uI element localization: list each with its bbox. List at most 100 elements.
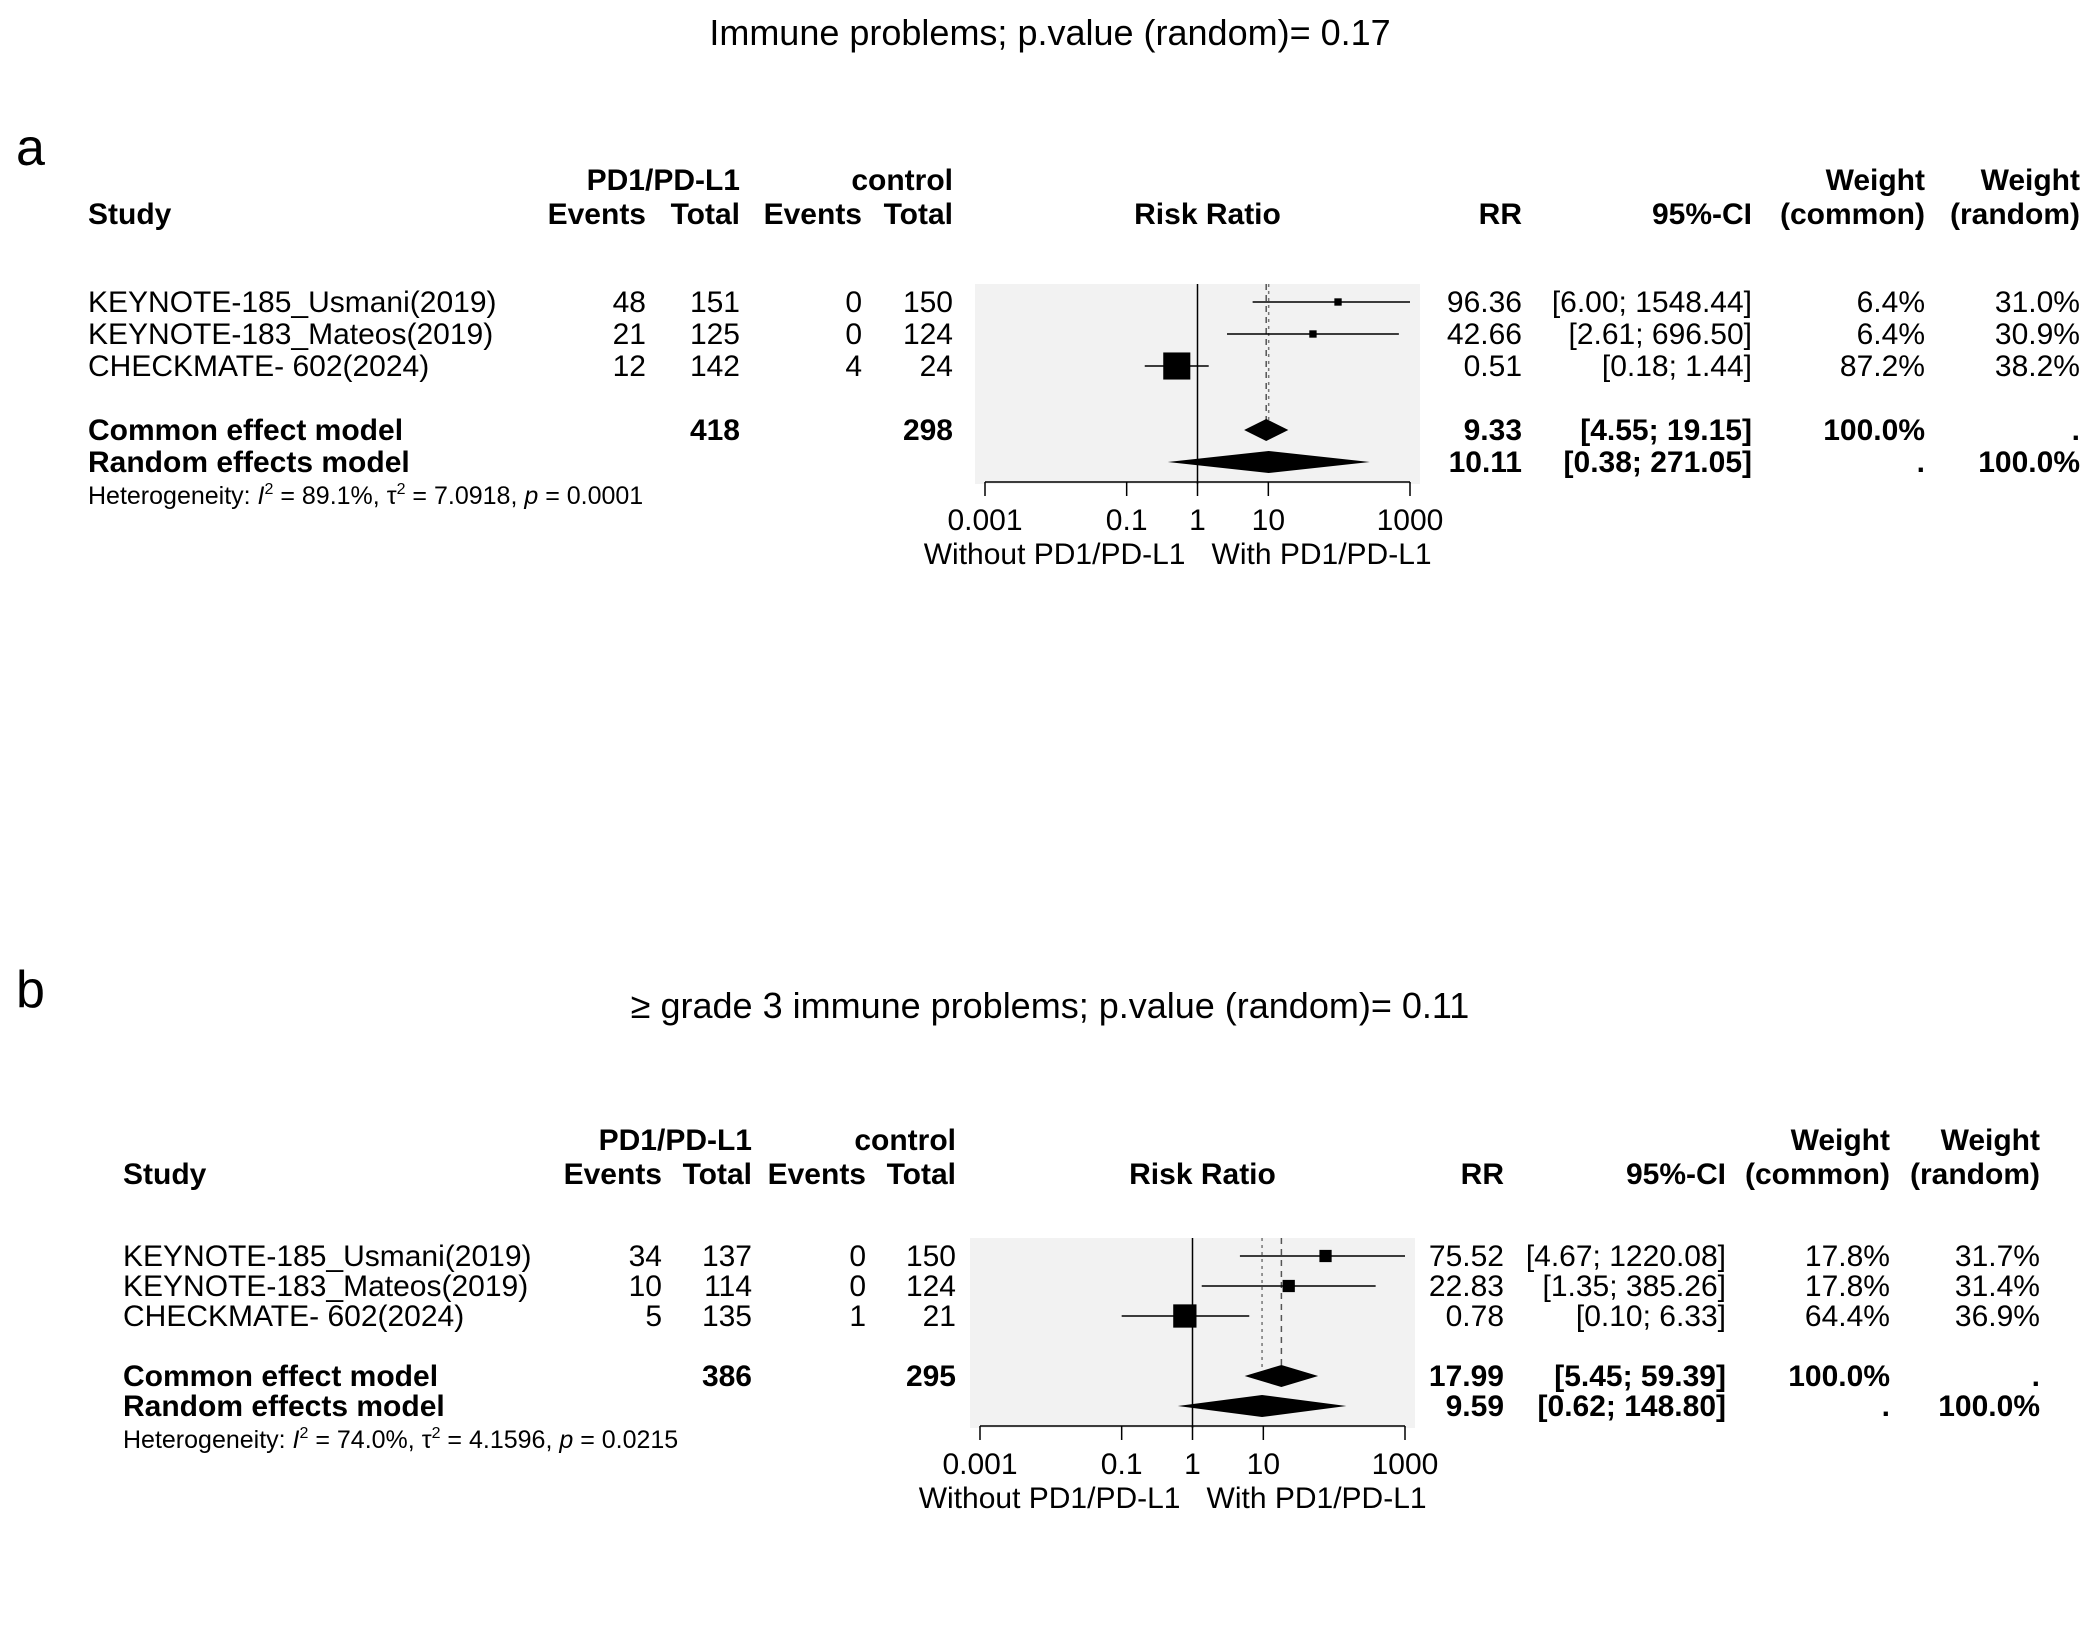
chart-title-b: ≥ grade 3 immune problems; p.value (rand… (630, 985, 1470, 1026)
x-tick-label: 10 (1247, 1448, 1280, 1481)
common-weight-common: 100.0% (1788, 1360, 1890, 1393)
events-treatment: 5 (645, 1300, 662, 1333)
header-weight-common: Weight (1826, 164, 1925, 197)
p-symbol: p (558, 1426, 573, 1454)
rr-value: 42.66 (1447, 318, 1522, 351)
i2-value: = 74.0%, (308, 1426, 421, 1454)
header-ci: 95%-CI (1652, 198, 1752, 231)
weight-common: 6.4% (1857, 318, 1925, 351)
ci-value: [1.35; 385.26] (1543, 1270, 1727, 1303)
x-tick-label: 10 (1252, 504, 1285, 537)
weight-common: 17.8% (1805, 1240, 1890, 1273)
events-control: 0 (845, 318, 862, 351)
panel-letter-a: a (16, 119, 45, 177)
header-events-treatment: Events (548, 198, 646, 231)
total-control: 150 (903, 286, 953, 319)
header-weight-random: Weight (1981, 164, 2080, 197)
header-treatment: PD1/PD-L1 (587, 164, 740, 197)
header-total-control: Total (884, 198, 953, 231)
x-tick-label: 0.001 (947, 504, 1022, 537)
total-treatment: 142 (690, 350, 740, 383)
common-weight-random: . (2032, 1360, 2040, 1393)
i2-symbol: I (258, 482, 265, 510)
tau-value: = 4.1596, (440, 1426, 559, 1454)
common-weight-common: 100.0% (1823, 414, 1925, 447)
header-rr: RR (1479, 198, 1523, 231)
events-control: 1 (849, 1300, 866, 1333)
weight-random: 31.4% (1955, 1270, 2040, 1303)
chart-title-a: Immune problems; p.value (random)= 0.17 (709, 12, 1391, 53)
x-tick-label: 0.001 (942, 1448, 1017, 1481)
header-study: Study (123, 1158, 207, 1191)
events-treatment: 34 (629, 1240, 662, 1273)
total-treatment: 151 (690, 286, 740, 319)
superscript: 2 (265, 481, 274, 498)
random-diamond (1167, 451, 1370, 473)
random-model-label: Random effects model (123, 1390, 445, 1423)
superscript: 2 (300, 1425, 309, 1442)
i2-value: = 89.1%, (273, 482, 386, 510)
x-tick-label: 1000 (1377, 504, 1444, 537)
common-model-label: Common effect model (88, 414, 403, 447)
weight-common: 64.4% (1805, 1300, 1890, 1333)
random-rr: 10.11 (1449, 446, 1522, 479)
axis-label-right: With PD1/PD-L1 (1212, 538, 1432, 571)
total-treatment: 125 (690, 318, 740, 351)
p-symbol: p (523, 482, 538, 510)
p-value: = 0.0215 (573, 1426, 678, 1454)
common-total-treatment: 418 (690, 414, 740, 447)
header-study: Study (88, 198, 172, 231)
header-events-treatment: Events (564, 1158, 662, 1191)
total-control: 124 (903, 318, 953, 351)
random-diamond (1177, 1395, 1347, 1417)
superscript: 2 (432, 1425, 441, 1442)
common-ci: [4.55; 19.15] (1580, 414, 1752, 447)
x-tick-label: 1000 (1372, 1448, 1439, 1481)
study-point (1163, 352, 1191, 380)
common-total-control: 295 (906, 1360, 956, 1393)
heterogeneity-prefix: Heterogeneity: (88, 482, 258, 510)
heterogeneity-prefix: Heterogeneity: (123, 1426, 293, 1454)
study-name: KEYNOTE-183_Mateos(2019) (88, 318, 493, 351)
common-model-label: Common effect model (123, 1360, 438, 1393)
random-weight-common: . (1882, 1390, 1890, 1423)
header-weight-random: Weight (1941, 1124, 2040, 1157)
study-name: KEYNOTE-185_Usmani(2019) (88, 286, 497, 319)
heterogeneity-text: Heterogeneity: I2 = 74.0%, τ2 = 4.1596, … (123, 1425, 678, 1454)
study-point (1282, 1279, 1295, 1293)
header-weight-random-sub: (random) (1950, 198, 2080, 231)
weight-random: 30.9% (1995, 318, 2080, 351)
common-ci: [5.45; 59.39] (1554, 1360, 1726, 1393)
events-control: 0 (845, 286, 862, 319)
events-treatment: 12 (613, 350, 646, 383)
study-point (1309, 330, 1317, 338)
header-weight-random-sub: (random) (1910, 1158, 2040, 1191)
random-model-label: Random effects model (88, 446, 410, 479)
weight-random: 38.2% (1995, 350, 2080, 383)
common-rr: 17.99 (1429, 1360, 1504, 1393)
events-treatment: 10 (629, 1270, 662, 1303)
study-name: KEYNOTE-183_Mateos(2019) (123, 1270, 528, 1303)
forest-plot-a: PD1/PD-L1 control Weight Weight Study Events T… (88, 164, 2080, 571)
x-tick-label: 0.1 (1106, 504, 1148, 537)
total-treatment: 114 (704, 1270, 752, 1303)
x-tick-label: 1 (1184, 1448, 1201, 1481)
header-rr: RR (1461, 1158, 1505, 1191)
rr-value: 0.78 (1446, 1300, 1504, 1333)
header-events-control: Events (768, 1158, 866, 1191)
total-control: 24 (920, 350, 953, 383)
header-total-control: Total (887, 1158, 956, 1191)
forest-plot-b: PD1/PD-L1 control Weight Weight Study Events T… (123, 1124, 2040, 1515)
header-control: control (854, 1124, 956, 1157)
weight-random: 36.9% (1955, 1300, 2040, 1333)
events-treatment: 48 (613, 286, 646, 319)
random-ci: [0.62; 148.80] (1538, 1390, 1726, 1423)
ci-value: [0.10; 6.33] (1576, 1300, 1726, 1333)
header-risk-ratio: Risk Ratio (1134, 198, 1281, 231)
heterogeneity-text: Heterogeneity: I2 = 89.1%, τ2 = 7.0918, … (88, 481, 643, 510)
events-control: 0 (849, 1270, 866, 1303)
ci-value: [4.67; 1220.08] (1526, 1240, 1726, 1273)
study-point (1334, 298, 1342, 306)
events-control: 0 (849, 1240, 866, 1273)
x-tick-label: 0.1 (1101, 1448, 1143, 1481)
